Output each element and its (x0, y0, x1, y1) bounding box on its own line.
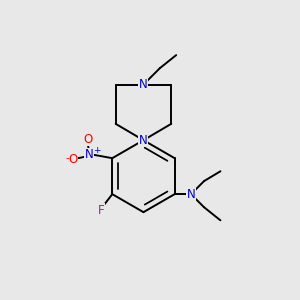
Text: O: O (68, 153, 78, 166)
Text: N: N (187, 188, 195, 201)
Text: -: - (66, 153, 69, 163)
Text: N: N (85, 148, 94, 161)
Text: O: O (83, 133, 92, 146)
Text: N: N (139, 134, 148, 147)
Text: N: N (139, 78, 148, 91)
Text: F: F (98, 204, 104, 217)
Text: +: + (93, 146, 100, 155)
